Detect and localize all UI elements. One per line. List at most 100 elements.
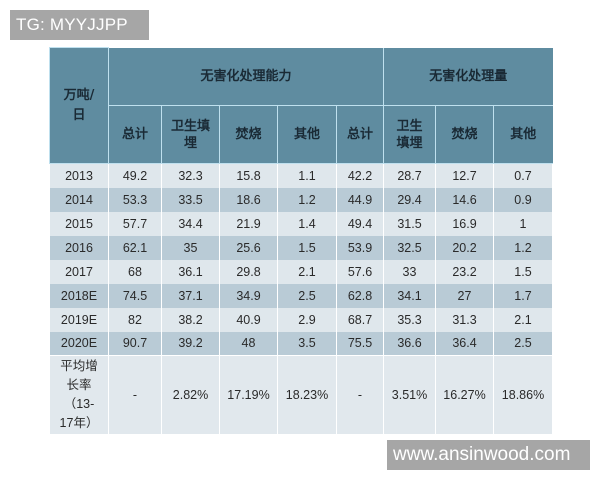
value-cell: 1.7 xyxy=(493,283,553,308)
growth-cell: 16.27% xyxy=(435,355,494,434)
col-capacity-incineration: 焚烧 xyxy=(219,105,278,164)
value-cell: 1.5 xyxy=(493,259,553,284)
value-cell: 36.4 xyxy=(435,331,494,356)
col-capacity-other: 其他 xyxy=(277,105,337,164)
value-cell: 15.8 xyxy=(219,163,278,188)
value-cell: 38.2 xyxy=(161,307,220,332)
value-cell: 1.2 xyxy=(277,187,337,212)
value-cell: 40.9 xyxy=(219,307,278,332)
value-cell: 12.7 xyxy=(435,163,494,188)
growth-cell: 17.19% xyxy=(219,355,278,434)
table-row: 2020E 90.7 39.2 48 3.5 75.5 36.6 36.4 2.… xyxy=(49,331,553,356)
col-capacity-total: 总计 xyxy=(108,105,162,164)
value-cell: 29.4 xyxy=(383,187,436,212)
value-cell: 1.4 xyxy=(277,211,337,236)
value-cell: 2.5 xyxy=(493,331,553,356)
value-cell: 34.1 xyxy=(383,283,436,308)
value-cell: 28.7 xyxy=(383,163,436,188)
value-cell: 0.9 xyxy=(493,187,553,212)
value-cell: 34.4 xyxy=(161,211,220,236)
value-cell: 1.5 xyxy=(277,235,337,260)
table-row: 2015 57.7 34.4 21.9 1.4 49.4 31.5 16.9 1 xyxy=(49,211,553,236)
year-cell: 2014 xyxy=(49,187,109,212)
value-cell: 1.1 xyxy=(277,163,337,188)
col-volume-landfill: 卫生填埋 xyxy=(383,105,436,164)
year-cell: 2019E xyxy=(49,307,109,332)
value-cell: 27 xyxy=(435,283,494,308)
col-volume-total-a: 总计 xyxy=(336,105,384,164)
growth-rate-label: 平均增长率（13-17年） xyxy=(49,355,109,434)
waste-treatment-table: 万吨/日 无害化处理能力 无害化处理量 总计 卫生填埋 焚烧 其他 总计 卫生填… xyxy=(49,47,553,434)
value-cell: 16.9 xyxy=(435,211,494,236)
table-row: 2013 49.2 32.3 15.8 1.1 42.2 28.7 12.7 0… xyxy=(49,163,553,188)
value-cell: 31.3 xyxy=(435,307,494,332)
value-cell: 36.6 xyxy=(383,331,436,356)
value-cell: 32.3 xyxy=(161,163,220,188)
growth-cell: 18.23% xyxy=(277,355,337,434)
value-cell: 68.7 xyxy=(336,307,384,332)
value-cell: 39.2 xyxy=(161,331,220,356)
value-cell: 74.5 xyxy=(108,283,162,308)
col-volume-incineration: 焚烧 xyxy=(435,105,494,164)
value-cell: 20.2 xyxy=(435,235,494,260)
table-row: 2018E 74.5 37.1 34.9 2.5 62.8 34.1 27 1.… xyxy=(49,283,553,308)
value-cell: 90.7 xyxy=(108,331,162,356)
growth-cell: 3.51% xyxy=(383,355,436,434)
group-header-volume: 无害化处理量 xyxy=(383,47,553,106)
value-cell: 1 xyxy=(493,211,553,236)
year-cell: 2018E xyxy=(49,283,109,308)
value-cell: 33 xyxy=(383,259,436,284)
value-cell: 48 xyxy=(219,331,278,356)
growth-cell: 2.82% xyxy=(161,355,220,434)
value-cell: 44.9 xyxy=(336,187,384,212)
value-cell: 68 xyxy=(108,259,162,284)
value-cell: 57.7 xyxy=(108,211,162,236)
year-cell: 2020E xyxy=(49,331,109,356)
value-cell: 2.5 xyxy=(277,283,337,308)
value-cell: 57.6 xyxy=(336,259,384,284)
table-row: 2019E 82 38.2 40.9 2.9 68.7 35.3 31.3 2.… xyxy=(49,307,553,332)
unit-header: 万吨/日 xyxy=(49,47,109,164)
table-row: 2017 68 36.1 29.8 2.1 57.6 33 23.2 1.5 xyxy=(49,259,553,284)
value-cell: 32.5 xyxy=(383,235,436,260)
value-cell: 35.3 xyxy=(383,307,436,332)
value-cell: 21.9 xyxy=(219,211,278,236)
value-cell: 23.2 xyxy=(435,259,494,284)
value-cell: 18.6 xyxy=(219,187,278,212)
value-cell: 2.9 xyxy=(277,307,337,332)
growth-cell: - xyxy=(336,355,384,434)
table-row: 2014 53.3 33.5 18.6 1.2 44.9 29.4 14.6 0… xyxy=(49,187,553,212)
value-cell: 14.6 xyxy=(435,187,494,212)
value-cell: 36.1 xyxy=(161,259,220,284)
value-cell: 82 xyxy=(108,307,162,332)
value-cell: 31.5 xyxy=(383,211,436,236)
value-cell: 34.9 xyxy=(219,283,278,308)
year-cell: 2016 xyxy=(49,235,109,260)
value-cell: 0.7 xyxy=(493,163,553,188)
value-cell: 53.9 xyxy=(336,235,384,260)
value-cell: 29.8 xyxy=(219,259,278,284)
growth-cell: - xyxy=(108,355,162,434)
table-row: 2016 62.1 35 25.6 1.5 53.9 32.5 20.2 1.2 xyxy=(49,235,553,260)
value-cell: 42.2 xyxy=(336,163,384,188)
col-volume-other: 其他 xyxy=(493,105,553,164)
year-cell: 2015 xyxy=(49,211,109,236)
watermark-top: TG: MYYJJPP xyxy=(10,10,149,40)
value-cell: 53.3 xyxy=(108,187,162,212)
value-cell: 33.5 xyxy=(161,187,220,212)
value-cell: 49.2 xyxy=(108,163,162,188)
year-cell: 2017 xyxy=(49,259,109,284)
value-cell: 3.5 xyxy=(277,331,337,356)
value-cell: 2.1 xyxy=(277,259,337,284)
year-cell: 2013 xyxy=(49,163,109,188)
value-cell: 62.1 xyxy=(108,235,162,260)
value-cell: 35 xyxy=(161,235,220,260)
growth-rate-row: 平均增长率（13-17年） - 2.82% 17.19% 18.23% - 3.… xyxy=(49,355,553,434)
value-cell: 62.8 xyxy=(336,283,384,308)
watermark-bottom: www.ansinwood.com xyxy=(387,440,590,470)
value-cell: 49.4 xyxy=(336,211,384,236)
col-capacity-landfill: 卫生填埋 xyxy=(161,105,220,164)
value-cell: 1.2 xyxy=(493,235,553,260)
value-cell: 75.5 xyxy=(336,331,384,356)
value-cell: 25.6 xyxy=(219,235,278,260)
